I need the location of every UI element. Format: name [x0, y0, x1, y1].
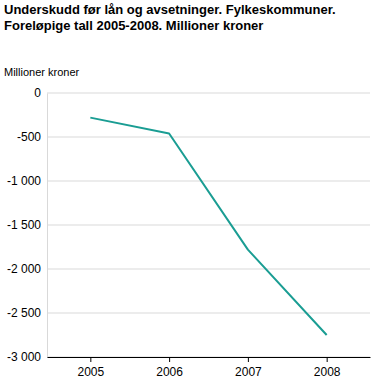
- y-tick: -1 500: [7, 218, 47, 232]
- y-tick-label: -500: [17, 130, 41, 144]
- line: [90, 118, 326, 335]
- plot-area: [90, 118, 326, 335]
- grid-line: [47, 269, 370, 270]
- y-tick-label: -3 000: [7, 350, 41, 364]
- y-tick-label: 0: [34, 86, 41, 100]
- x-axis: 2005 2006 2007 2008: [48, 357, 371, 379]
- y-tick: -1 000: [7, 174, 47, 188]
- x-tick-mark: [169, 357, 170, 362]
- y-tick: -500: [17, 130, 47, 144]
- y-tick: -2 000: [7, 262, 47, 276]
- x-tick: 2008: [314, 357, 341, 379]
- grid: [47, 93, 370, 357]
- x-tick-label: 2008: [314, 365, 341, 379]
- y-tick-label: -1 000: [7, 174, 41, 188]
- chart: Underskudd før lån og avsetninger. Fylke…: [0, 0, 375, 387]
- y-tick: 0: [34, 86, 47, 100]
- grid-line: [47, 137, 370, 138]
- title: Underskudd før lån og avsetninger. Fylke…: [4, 2, 336, 33]
- y-tick-label: -2 000: [7, 262, 41, 276]
- grid-line: [47, 313, 370, 314]
- x-tick: 2005: [77, 357, 104, 379]
- y-tick-label: -2 500: [7, 306, 41, 320]
- x-tick-mark: [327, 357, 328, 362]
- x-tick: 2007: [235, 357, 262, 379]
- y-tick-label: -1 500: [7, 218, 41, 232]
- grid-line: [47, 93, 370, 94]
- x-tick: 2006: [156, 357, 183, 379]
- y-axis-line: [47, 94, 48, 358]
- y-axis-label: Millioner kroner: [4, 66, 80, 78]
- y-axis: 0 -500 -1 000 -1 500 -2 000 -2 500 -3 000: [7, 86, 48, 364]
- grid-line: [47, 225, 370, 226]
- x-tick-mark: [248, 357, 249, 362]
- x-tick-label: 2005: [77, 365, 104, 379]
- x-tick-label: 2006: [156, 365, 183, 379]
- y-tick: -3 000: [7, 350, 47, 364]
- y-tick: -2 500: [7, 306, 47, 320]
- x-axis-line: [48, 357, 371, 358]
- x-tick-label: 2007: [235, 365, 262, 379]
- grid-line: [47, 181, 370, 182]
- grid-line: [47, 357, 370, 358]
- x-tick-mark: [90, 357, 91, 362]
